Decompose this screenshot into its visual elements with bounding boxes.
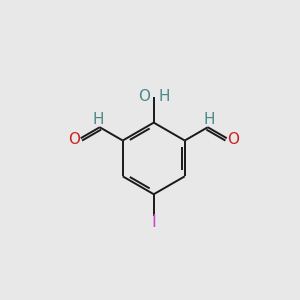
Text: H: H <box>203 112 215 128</box>
Text: O: O <box>227 132 239 147</box>
Text: I: I <box>151 213 156 231</box>
Text: H: H <box>93 112 104 128</box>
Text: H: H <box>158 89 170 104</box>
Text: O: O <box>138 89 150 104</box>
Text: O: O <box>68 132 80 147</box>
